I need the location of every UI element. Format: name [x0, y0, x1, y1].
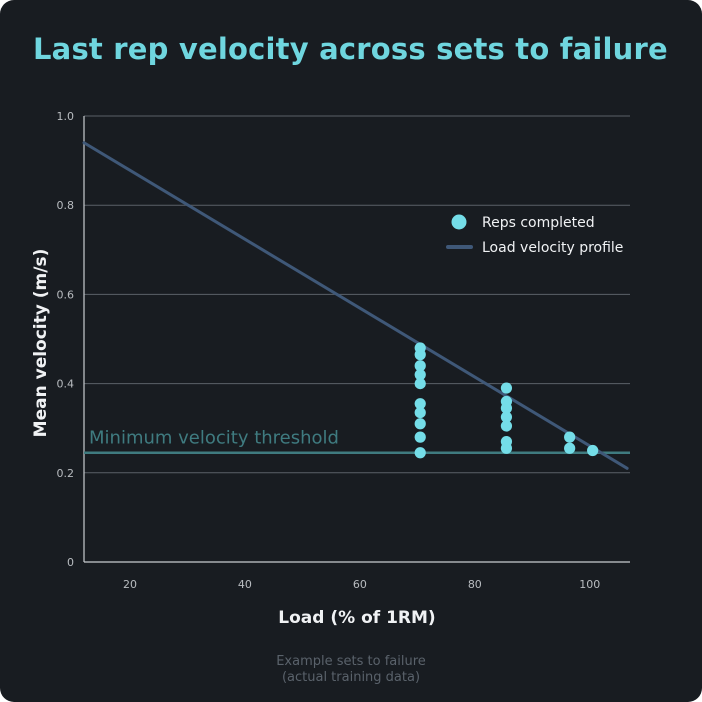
rep-point-1 — [414, 349, 426, 361]
threshold-label: Minimum velocity threshold — [89, 428, 339, 449]
caption-line-2: (actual training data) — [281, 670, 421, 685]
rep-point-9 — [414, 447, 426, 459]
rep-point-8 — [414, 431, 426, 443]
y-axis-label: Mean velocity (m/s) — [31, 249, 51, 438]
rep-point-6 — [414, 406, 426, 419]
y-tick-label: 0.4 — [57, 378, 75, 391]
rep-point-5 — [414, 398, 426, 410]
x-tick-label: 80 — [468, 578, 482, 591]
x-tick-label: 100 — [579, 578, 600, 591]
rep-point-10 — [500, 382, 513, 394]
rep-point-2 — [414, 360, 426, 372]
legend-label-profile: Load velocity profile — [482, 240, 623, 256]
x-tick-label: 20 — [123, 578, 137, 591]
x-tick-label: 60 — [353, 578, 367, 591]
chart-title: Last rep velocity across sets to failure — [33, 32, 668, 66]
caption-line-1: Example sets to failure — [276, 654, 426, 669]
y-tick-label: 0 — [67, 556, 74, 569]
rep-point-17 — [564, 431, 576, 443]
y-tick-label: 0.8 — [57, 199, 75, 212]
rep-point-12 — [500, 402, 513, 414]
y-tick-label: 0.2 — [57, 467, 75, 480]
rep-point-3 — [414, 369, 426, 381]
rep-point-4 — [414, 378, 426, 390]
legend-marker-reps — [451, 214, 467, 230]
y-tick-label: 1.0 — [57, 110, 75, 123]
rep-point-7 — [414, 418, 426, 430]
legend-label-reps: Reps completed — [482, 215, 595, 231]
x-tick-label: 40 — [238, 578, 252, 591]
load-velocity-profile-line — [82, 141, 629, 470]
rep-point-19 — [587, 444, 599, 457]
y-tick-label: 0.6 — [57, 288, 75, 301]
rep-point-14 — [500, 420, 513, 432]
x-axis-label: Load (% of 1RM) — [278, 608, 435, 628]
rep-point-13 — [500, 411, 513, 423]
rep-point-16 — [500, 442, 513, 454]
rep-point-18 — [564, 442, 576, 454]
